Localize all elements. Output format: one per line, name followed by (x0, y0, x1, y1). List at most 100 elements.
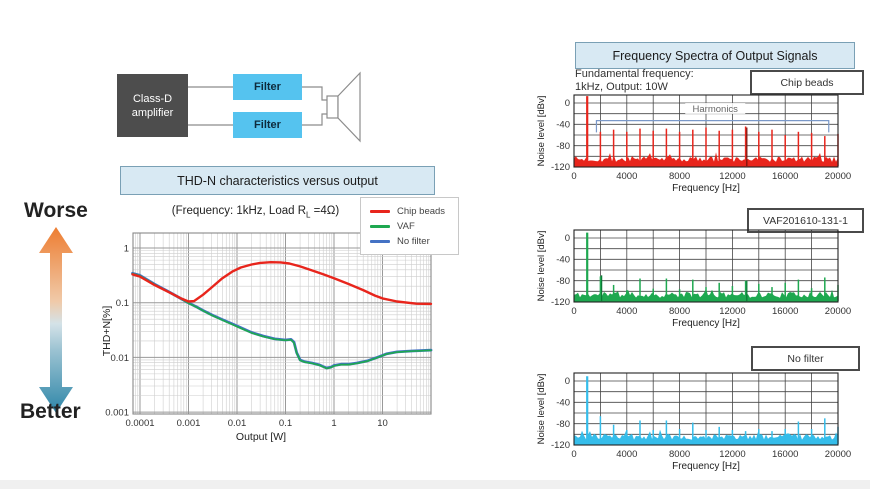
svg-text:0: 0 (565, 98, 570, 109)
harmonics-annotation-label: Harmonics (693, 104, 739, 115)
svg-text:12000: 12000 (719, 306, 745, 317)
svg-text:4000: 4000 (616, 171, 637, 182)
svg-text:-120: -120 (551, 297, 570, 308)
spectrum-ylabel: Noise level [dBv] (536, 96, 547, 167)
amp-label-line1: Class-D (132, 92, 173, 105)
chip-beads-badge-text: Chip beads (780, 76, 834, 89)
vaf-line-swatch (370, 225, 390, 228)
harmonic-peaks (586, 96, 839, 166)
svg-text:20000: 20000 (825, 449, 851, 460)
thd-series-chip-beads (131, 261, 433, 306)
spectrum-ylabel: Noise level [dBv] (536, 231, 547, 302)
spectrum-plot-border (573, 229, 839, 303)
footer-strip (0, 480, 870, 489)
spectrum-chart-chip-beads: Harmonics 0 4000 8000 12000 16000 20000 0 -40 -80… (536, 94, 851, 194)
spectrum-chart-vaf: 0 4000 8000 12000 16000 20000 0 -40 -80 -120 Frequ… (536, 229, 851, 329)
spectrum-chart-no-filter: 0 4000 8000 12000 16000 20000 0 -40 -80 -120 Frequ… (536, 372, 851, 472)
spectrum-xlabel: Frequency [Hz] (672, 461, 740, 472)
vaf-badge: VAF201610-131-1 (747, 208, 864, 233)
spectrum-tick-labels: 0 4000 8000 12000 16000 20000 0 -40 -80 -120 (551, 233, 851, 317)
svg-text:1: 1 (124, 244, 129, 255)
svg-text:-80: -80 (556, 276, 570, 287)
svg-text:16000: 16000 (772, 306, 798, 317)
svg-text:12000: 12000 (719, 449, 745, 460)
svg-text:-120: -120 (551, 440, 570, 451)
chip-beads-badge: Chip beads (750, 70, 864, 95)
no-filter-line-swatch (370, 240, 390, 243)
spectrum-plot-border (573, 94, 839, 168)
legend-row-vaf: VAF (370, 219, 458, 234)
svg-text:8000: 8000 (669, 449, 690, 460)
thd-plot-border (132, 232, 432, 415)
diagram-wires-and-speaker (188, 71, 361, 143)
svg-text:4000: 4000 (616, 449, 637, 460)
chip-beads-line-swatch (370, 210, 390, 213)
spectrum-xlabel: Frequency [Hz] (672, 183, 740, 194)
svg-text:0.1: 0.1 (116, 298, 129, 309)
filter-block-bottom: Filter (233, 112, 302, 138)
svg-text:-120: -120 (551, 162, 570, 173)
spectra-panel-title: Frequency Spectra of Output Signals (575, 42, 855, 69)
svg-text:16000: 16000 (772, 171, 798, 182)
svg-text:4000: 4000 (616, 306, 637, 317)
svg-text:0.01: 0.01 (228, 418, 247, 429)
spectrum-tick-labels: 0 4000 8000 12000 16000 20000 0 -40 -80 -120 (551, 98, 851, 182)
filter-bottom-label: Filter (254, 119, 281, 131)
spectra-note-line2: 1kHz, Output: 10W (575, 81, 668, 93)
svg-text:0.001: 0.001 (177, 418, 201, 429)
svg-text:0.0001: 0.0001 (125, 418, 154, 429)
spectrum-plot-border (573, 372, 839, 446)
spectra-note-line1: Fundamental frequency: (575, 68, 694, 80)
filter-top-label: Filter (254, 81, 281, 93)
svg-text:0: 0 (565, 376, 570, 387)
spectra-note: Fundamental frequency: 1kHz, Output: 10W (575, 68, 694, 94)
thd-legend: Chip beads VAF No filter (360, 197, 459, 255)
vaf-legend-label: VAF (397, 221, 415, 232)
svg-text:-40: -40 (556, 398, 570, 409)
legend-row-no-filter: No filter (370, 234, 458, 249)
amp-label-line2: amplifier (131, 106, 174, 119)
harmonics-bracket (595, 120, 830, 133)
thd-panel-title-text: THD-N characteristics versus output (177, 173, 378, 188)
svg-text:1: 1 (331, 418, 336, 429)
legend-row-chip-beads: Chip beads (370, 204, 458, 219)
thd-series-vaf (131, 272, 432, 370)
svg-text:-40: -40 (556, 255, 570, 266)
thd-chart: 0.0001 0.001 0.01 0.1 1 1010.10.010.001Output… (101, 232, 433, 443)
no-filter-badge-text: No filter (787, 352, 824, 365)
svg-text:16000: 16000 (772, 449, 798, 460)
no-filter-badge: No filter (751, 346, 860, 371)
thd-ylabel: THD+N[%] (101, 306, 113, 357)
svg-text:-40: -40 (556, 120, 570, 131)
svg-text:20000: 20000 (825, 171, 851, 182)
svg-text:0: 0 (571, 449, 576, 460)
harmonic-peaks (586, 232, 839, 301)
chip-beads-legend-label: Chip beads (397, 206, 446, 217)
svg-text:8000: 8000 (669, 306, 690, 317)
class-d-amplifier-block: Class-D amplifier (117, 74, 188, 137)
svg-text:0: 0 (571, 306, 576, 317)
thd-subtitle-suffix: =4Ω) (310, 205, 340, 217)
svg-text:0: 0 (571, 171, 576, 182)
thd-panel-title: THD-N characteristics versus output (120, 166, 435, 195)
no-filter-legend-label: No filter (397, 236, 430, 247)
svg-text:12000: 12000 (719, 171, 745, 182)
speaker-icon (326, 71, 361, 143)
thd-grid (133, 233, 431, 414)
thd-xlabel: Output [W] (236, 431, 286, 443)
worse-better-arrow (39, 227, 73, 413)
svg-text:-80: -80 (556, 141, 570, 152)
thd-subtitle-subscript: L (306, 210, 311, 220)
svg-text:0.01: 0.01 (111, 353, 130, 364)
spectrum-ylabel: Noise level [dBv] (536, 374, 547, 445)
worse-label: Worse (24, 199, 88, 222)
spectrum-xlabel: Frequency [Hz] (672, 318, 740, 329)
svg-text:20000: 20000 (825, 306, 851, 317)
svg-text:8000: 8000 (669, 171, 690, 182)
spectra-panel-title-text: Frequency Spectra of Output Signals (612, 48, 818, 63)
svg-text:-80: -80 (556, 419, 570, 430)
svg-text:0: 0 (565, 233, 570, 244)
better-label: Better (20, 400, 81, 423)
vaf-badge-text: VAF201610-131-1 (762, 214, 849, 227)
